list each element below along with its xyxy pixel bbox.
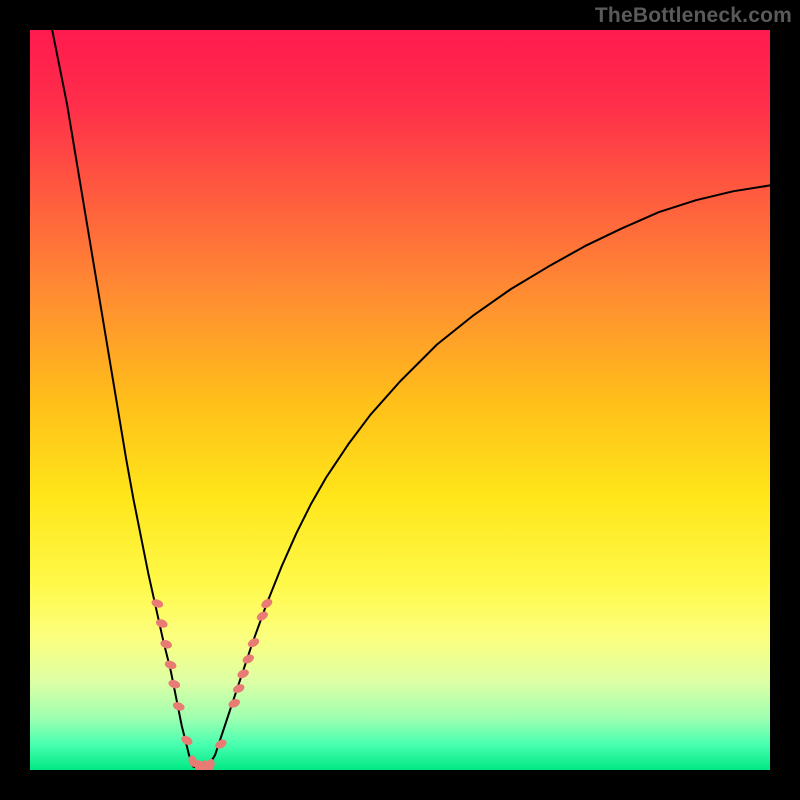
chart-container: TheBottleneck.com [0,0,800,800]
gradient-background [30,30,770,770]
watermark-text: TheBottleneck.com [595,4,792,28]
plot-svg [30,30,770,770]
plot-area [30,30,770,770]
